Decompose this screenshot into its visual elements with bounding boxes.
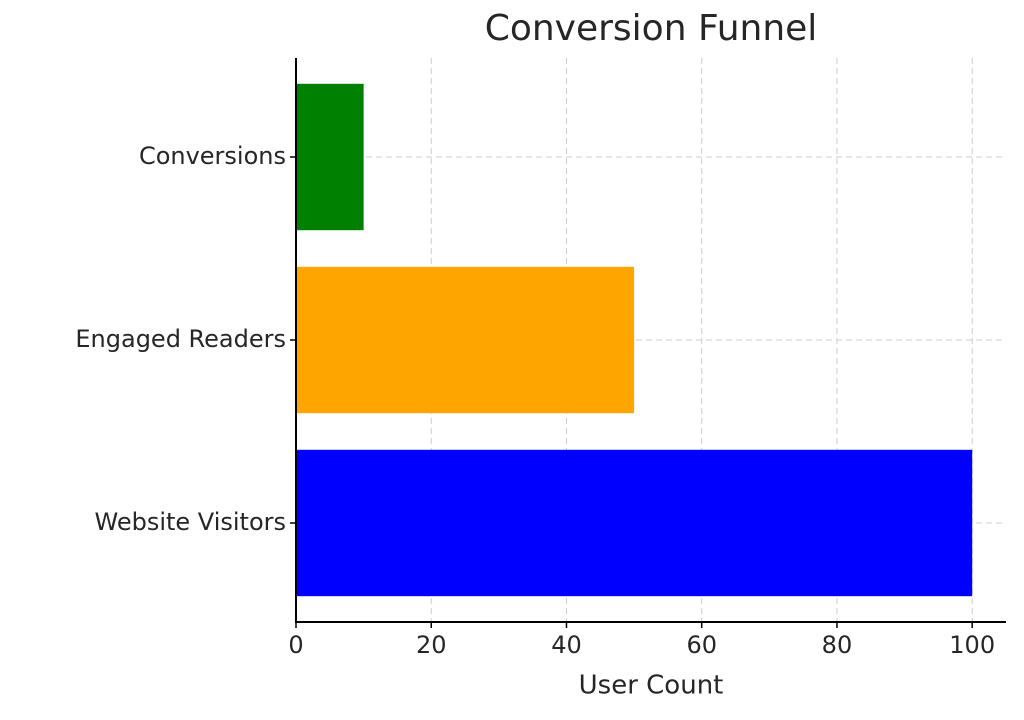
x-tick-label: 60: [686, 631, 717, 659]
x-tick-label: 0: [288, 631, 303, 659]
bar: [296, 266, 635, 414]
y-tick-label: Website Visitors: [95, 508, 287, 536]
x-axis-label: User Count: [579, 671, 724, 701]
x-tick-label: 100: [949, 631, 995, 659]
y-tick-label: Engaged Readers: [75, 325, 286, 353]
x-tick-label: 80: [822, 631, 853, 659]
y-tick-label: Conversions: [139, 142, 286, 170]
chart-title: Conversion Funnel: [485, 8, 818, 49]
bars: [296, 83, 973, 597]
bar: [296, 449, 973, 597]
x-tick-label: 40: [551, 631, 582, 659]
x-tick-label: 20: [416, 631, 447, 659]
bar: [296, 83, 364, 231]
